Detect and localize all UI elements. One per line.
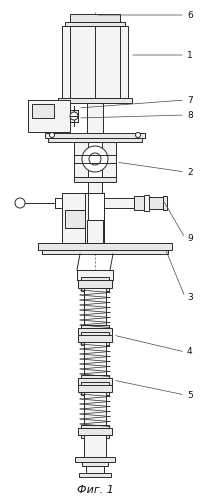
- Bar: [79, 473, 111, 477]
- Bar: [84, 288, 106, 328]
- Text: 7: 7: [187, 95, 193, 104]
- Text: 3: 3: [187, 292, 193, 301]
- Text: 6: 6: [187, 10, 193, 19]
- Bar: [78, 378, 112, 385]
- Bar: [70, 14, 120, 22]
- Bar: [81, 382, 109, 385]
- Bar: [102, 198, 134, 208]
- Bar: [75, 457, 115, 462]
- Bar: [65, 210, 85, 228]
- Bar: [84, 392, 106, 430]
- Bar: [84, 435, 106, 457]
- Bar: [86, 466, 104, 473]
- Bar: [78, 280, 112, 288]
- Bar: [74, 142, 116, 177]
- Circle shape: [49, 133, 54, 138]
- Text: 2: 2: [187, 168, 193, 177]
- Text: 5: 5: [187, 391, 193, 400]
- Text: 8: 8: [187, 110, 193, 119]
- Circle shape: [15, 198, 25, 208]
- Bar: [87, 220, 103, 243]
- Bar: [81, 375, 109, 378]
- Bar: [58, 98, 132, 103]
- Bar: [65, 22, 125, 26]
- Bar: [81, 277, 109, 280]
- Bar: [81, 332, 109, 335]
- Text: 4: 4: [187, 347, 193, 356]
- Bar: [144, 195, 149, 211]
- Bar: [84, 280, 106, 310]
- Bar: [42, 250, 168, 254]
- Bar: [81, 385, 109, 388]
- Bar: [62, 193, 104, 243]
- Bar: [62, 26, 128, 98]
- Bar: [78, 328, 112, 335]
- Bar: [74, 177, 116, 182]
- Bar: [87, 103, 103, 133]
- Bar: [81, 425, 109, 428]
- Bar: [77, 270, 113, 280]
- Text: Фиг. 1: Фиг. 1: [76, 485, 113, 495]
- Bar: [81, 435, 109, 438]
- Bar: [81, 342, 109, 345]
- Bar: [78, 428, 112, 435]
- Text: 1: 1: [187, 50, 193, 59]
- Bar: [70, 110, 78, 122]
- Bar: [82, 462, 108, 466]
- Bar: [88, 193, 104, 243]
- Bar: [134, 196, 144, 210]
- Bar: [84, 385, 106, 410]
- Bar: [84, 342, 106, 380]
- Bar: [32, 104, 54, 118]
- Bar: [81, 335, 109, 338]
- Circle shape: [135, 133, 140, 138]
- Bar: [45, 133, 145, 138]
- Bar: [78, 335, 112, 342]
- Bar: [88, 142, 102, 177]
- Circle shape: [89, 153, 101, 165]
- Bar: [81, 288, 109, 291]
- Text: 9: 9: [187, 234, 193, 243]
- Bar: [38, 243, 172, 250]
- Bar: [28, 100, 70, 132]
- Bar: [48, 138, 142, 142]
- Bar: [84, 335, 106, 360]
- Bar: [78, 385, 112, 392]
- Bar: [88, 182, 102, 204]
- Bar: [81, 325, 109, 328]
- Circle shape: [82, 146, 108, 172]
- Circle shape: [70, 112, 78, 120]
- Bar: [81, 392, 109, 395]
- Bar: [149, 197, 163, 209]
- Bar: [163, 196, 167, 210]
